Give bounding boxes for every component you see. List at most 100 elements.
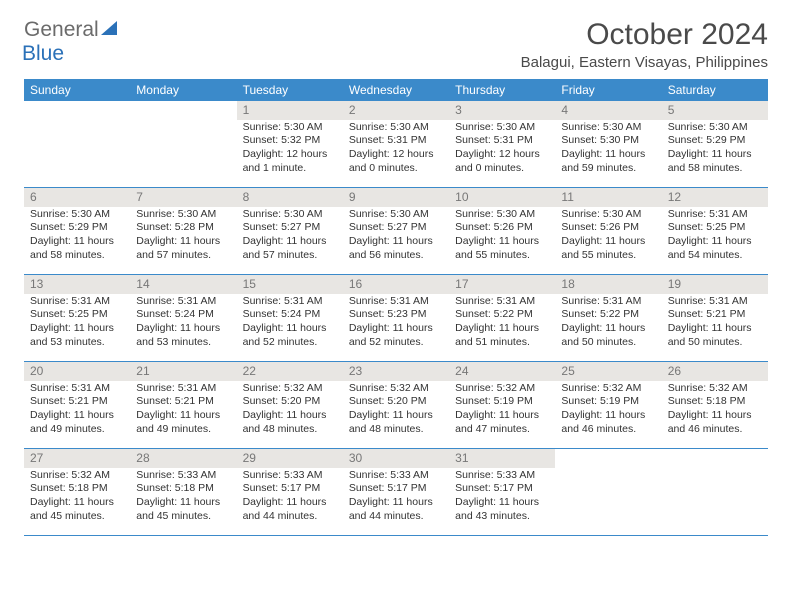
day-info-line: and 44 minutes.	[243, 510, 337, 524]
day-info-line: Sunset: 5:25 PM	[30, 308, 124, 322]
day-info-line: Sunset: 5:29 PM	[30, 221, 124, 235]
day-info-line: and 49 minutes.	[30, 423, 124, 437]
day-cell: 20Sunrise: 5:31 AMSunset: 5:21 PMDayligh…	[24, 362, 130, 448]
day-info-line: Sunset: 5:22 PM	[561, 308, 655, 322]
day-info-line: Sunset: 5:27 PM	[243, 221, 337, 235]
day-info-line: Sunset: 5:32 PM	[243, 134, 337, 148]
day-info-line: Sunset: 5:17 PM	[243, 482, 337, 496]
day-info-line: Daylight: 11 hours	[455, 235, 549, 249]
day-cell: 30Sunrise: 5:33 AMSunset: 5:17 PMDayligh…	[343, 449, 449, 535]
day-info-line: Sunset: 5:19 PM	[561, 395, 655, 409]
day-info-line: Sunrise: 5:31 AM	[30, 295, 124, 309]
day-cell: 18Sunrise: 5:31 AMSunset: 5:22 PMDayligh…	[555, 275, 661, 361]
day-info-line: Daylight: 11 hours	[561, 409, 655, 423]
day-header-cell: Sunday	[24, 79, 130, 101]
day-info-line: Sunrise: 5:33 AM	[349, 469, 443, 483]
day-info-line: Daylight: 11 hours	[136, 322, 230, 336]
day-info-line: Sunrise: 5:31 AM	[30, 382, 124, 396]
day-number: 28	[130, 449, 236, 468]
logo: General Blue	[24, 18, 99, 66]
day-info-line: and 46 minutes.	[668, 423, 762, 437]
day-number: 5	[662, 101, 768, 120]
day-number: 22	[237, 362, 343, 381]
week-row: 20Sunrise: 5:31 AMSunset: 5:21 PMDayligh…	[24, 362, 768, 449]
day-info-line: Daylight: 11 hours	[561, 235, 655, 249]
day-info-line: and 55 minutes.	[561, 249, 655, 263]
day-info-line: Daylight: 11 hours	[455, 409, 549, 423]
calendar: SundayMondayTuesdayWednesdayThursdayFrid…	[24, 79, 768, 536]
day-cell: 9Sunrise: 5:30 AMSunset: 5:27 PMDaylight…	[343, 188, 449, 274]
day-info-line: Sunrise: 5:30 AM	[561, 121, 655, 135]
day-info-line: Daylight: 11 hours	[30, 409, 124, 423]
day-info-line: and 1 minute.	[243, 162, 337, 176]
day-info-line: Sunrise: 5:30 AM	[455, 121, 549, 135]
day-info-line: Sunrise: 5:30 AM	[561, 208, 655, 222]
day-cell: 12Sunrise: 5:31 AMSunset: 5:25 PMDayligh…	[662, 188, 768, 274]
day-info-line: and 48 minutes.	[349, 423, 443, 437]
day-info-line: Sunrise: 5:31 AM	[561, 295, 655, 309]
day-info-line: and 56 minutes.	[349, 249, 443, 263]
day-cell: 29Sunrise: 5:33 AMSunset: 5:17 PMDayligh…	[237, 449, 343, 535]
day-info-line: Sunset: 5:18 PM	[30, 482, 124, 496]
day-number: 18	[555, 275, 661, 294]
day-cell: 22Sunrise: 5:32 AMSunset: 5:20 PMDayligh…	[237, 362, 343, 448]
day-info-line: and 50 minutes.	[668, 336, 762, 350]
day-cell: 23Sunrise: 5:32 AMSunset: 5:20 PMDayligh…	[343, 362, 449, 448]
day-cell	[662, 449, 768, 535]
day-number: 19	[662, 275, 768, 294]
day-info-line: Daylight: 11 hours	[136, 235, 230, 249]
day-info-line: and 54 minutes.	[668, 249, 762, 263]
day-info-line: Daylight: 11 hours	[136, 496, 230, 510]
day-info-line: and 49 minutes.	[136, 423, 230, 437]
day-info-line: and 59 minutes.	[561, 162, 655, 176]
day-header-row: SundayMondayTuesdayWednesdayThursdayFrid…	[24, 79, 768, 101]
day-info-line: Daylight: 11 hours	[30, 496, 124, 510]
logo-text-general: General	[24, 18, 99, 41]
day-cell: 5Sunrise: 5:30 AMSunset: 5:29 PMDaylight…	[662, 101, 768, 187]
day-cell: 19Sunrise: 5:31 AMSunset: 5:21 PMDayligh…	[662, 275, 768, 361]
day-cell: 15Sunrise: 5:31 AMSunset: 5:24 PMDayligh…	[237, 275, 343, 361]
day-info-line: Sunrise: 5:30 AM	[455, 208, 549, 222]
day-number: 8	[237, 188, 343, 207]
day-number: 3	[449, 101, 555, 120]
day-cell: 3Sunrise: 5:30 AMSunset: 5:31 PMDaylight…	[449, 101, 555, 187]
day-number: 31	[449, 449, 555, 468]
day-number: 6	[24, 188, 130, 207]
month-title: October 2024	[521, 18, 768, 52]
day-number: 24	[449, 362, 555, 381]
day-cell: 10Sunrise: 5:30 AMSunset: 5:26 PMDayligh…	[449, 188, 555, 274]
day-info-line: Sunset: 5:22 PM	[455, 308, 549, 322]
day-info-line: Sunrise: 5:33 AM	[455, 469, 549, 483]
day-header-cell: Thursday	[449, 79, 555, 101]
day-info-line: Sunrise: 5:30 AM	[30, 208, 124, 222]
day-info-line: Sunset: 5:20 PM	[243, 395, 337, 409]
day-info-line: Sunset: 5:27 PM	[349, 221, 443, 235]
day-cell: 11Sunrise: 5:30 AMSunset: 5:26 PMDayligh…	[555, 188, 661, 274]
day-info-line: Daylight: 11 hours	[561, 148, 655, 162]
day-info-line: Sunrise: 5:31 AM	[136, 382, 230, 396]
day-number: 10	[449, 188, 555, 207]
day-number: 17	[449, 275, 555, 294]
day-cell: 1Sunrise: 5:30 AMSunset: 5:32 PMDaylight…	[237, 101, 343, 187]
day-info-line: Daylight: 11 hours	[668, 409, 762, 423]
day-cell: 8Sunrise: 5:30 AMSunset: 5:27 PMDaylight…	[237, 188, 343, 274]
day-number: 14	[130, 275, 236, 294]
day-info-line: Sunset: 5:17 PM	[349, 482, 443, 496]
day-info-line: Sunset: 5:30 PM	[561, 134, 655, 148]
day-info-line: Sunset: 5:31 PM	[349, 134, 443, 148]
day-number: 13	[24, 275, 130, 294]
day-info-line: Sunset: 5:26 PM	[561, 221, 655, 235]
day-number: 11	[555, 188, 661, 207]
day-info-line: and 46 minutes.	[561, 423, 655, 437]
day-info-line: Daylight: 11 hours	[455, 496, 549, 510]
day-info-line: Sunrise: 5:32 AM	[243, 382, 337, 396]
day-number: 30	[343, 449, 449, 468]
day-info-line: Sunrise: 5:33 AM	[136, 469, 230, 483]
day-info-line: Sunrise: 5:30 AM	[243, 208, 337, 222]
day-info-line: Sunrise: 5:31 AM	[668, 295, 762, 309]
day-info-line: Sunset: 5:24 PM	[243, 308, 337, 322]
day-number: 20	[24, 362, 130, 381]
day-info-line: and 52 minutes.	[243, 336, 337, 350]
day-cell: 28Sunrise: 5:33 AMSunset: 5:18 PMDayligh…	[130, 449, 236, 535]
header: General Blue October 2024 Balagui, Easte…	[24, 18, 768, 71]
